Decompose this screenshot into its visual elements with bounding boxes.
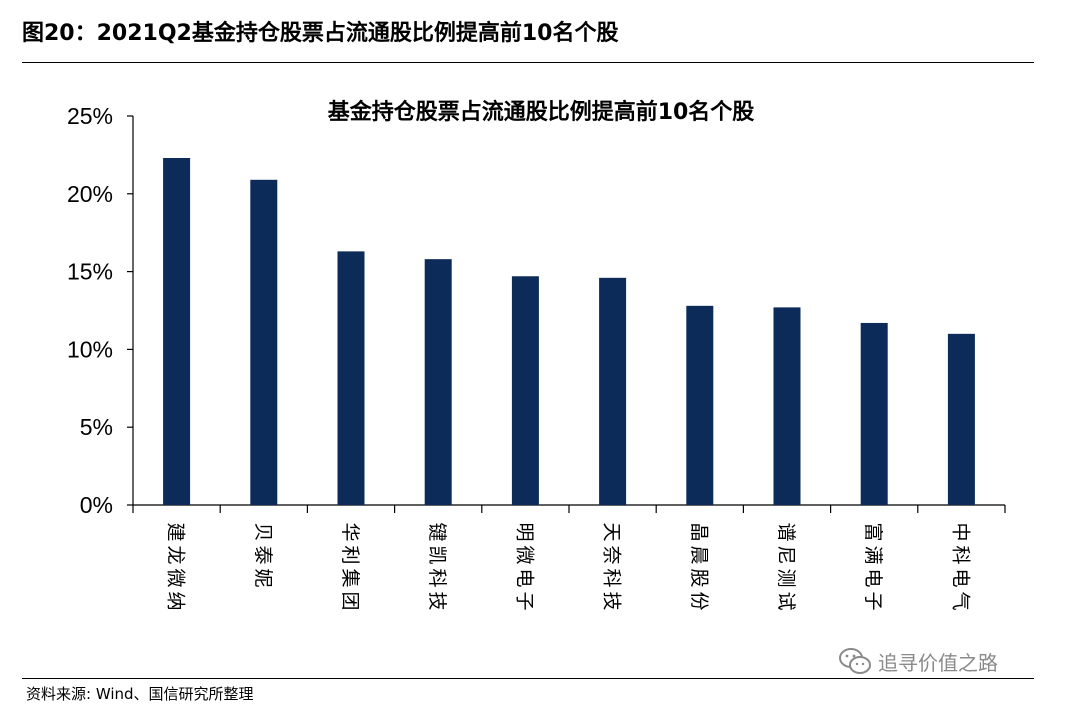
category-label-char: 谱 (775, 522, 797, 541)
bar (337, 251, 365, 505)
y-tick-label: 20% (67, 181, 113, 207)
category-label-char: 技 (426, 591, 448, 610)
category-label-char: 满 (862, 545, 884, 564)
category-label-char: 凯 (426, 545, 448, 564)
category-label-char: 明 (513, 522, 535, 541)
category-label-char: 份 (688, 591, 710, 610)
bar (860, 322, 888, 505)
category-label-char: 龙 (165, 545, 187, 564)
wechat-icon (839, 648, 871, 674)
category-label-char: 子 (862, 591, 884, 610)
bar (250, 179, 278, 505)
category-label-char: 测 (775, 568, 797, 587)
category-label-char: 科 (601, 568, 623, 587)
category-label-char: 微 (513, 545, 535, 564)
category-label-char: 尼 (775, 545, 797, 564)
source-note: 资料来源: Wind、国信研究所整理 (26, 685, 254, 703)
watermark-text: 追寻价值之路 (878, 650, 998, 675)
category-label-char: 微 (165, 568, 187, 587)
bar (424, 259, 452, 505)
footer-rule (22, 678, 1034, 679)
y-tick-label: 5% (80, 414, 113, 440)
category-label-char: 华 (339, 522, 361, 541)
bar (163, 158, 191, 505)
bar (686, 305, 714, 505)
bar (511, 276, 539, 505)
figure-header: 图20：2021Q2基金持仓股票占流通股比例提高前10名个股 (22, 21, 619, 46)
bar (773, 307, 801, 505)
category-label-char: 富 (862, 522, 884, 541)
category-label-char: 键 (426, 522, 448, 541)
category-label-char: 试 (775, 591, 797, 610)
category-label-char: 电 (949, 568, 971, 587)
category-label-char: 贝 (252, 522, 274, 541)
bar (599, 277, 627, 505)
category-label-char: 集 (339, 568, 361, 587)
category-label-char: 电 (513, 568, 535, 587)
chart-title: 基金持仓股票占流通股比例提高前10名个股 (328, 99, 755, 125)
category-label-char: 科 (949, 545, 971, 564)
category-label-char: 纳 (165, 591, 187, 610)
category-label-char: 中 (949, 522, 971, 541)
category-label-char: 子 (513, 591, 535, 610)
bar (947, 333, 975, 505)
category-label-char: 电 (862, 568, 884, 587)
category-label-char: 晶 (688, 522, 710, 541)
watermark: 追寻价值之路 (838, 644, 998, 678)
category-label-char: 晨 (688, 545, 710, 564)
category-label-char: 气 (949, 591, 971, 610)
plot-area: 0%5%10%15%20%25%建龙微纳贝泰妮华利集团键凯科技明微电子天奈科技晶… (67, 103, 1006, 611)
category-label-char: 科 (426, 568, 448, 587)
category-label-char: 奈 (601, 545, 623, 564)
category-label-char: 泰 (252, 545, 274, 564)
y-tick-label: 15% (67, 259, 113, 285)
y-tick-label: 0% (80, 492, 113, 518)
category-label-char: 利 (339, 545, 361, 564)
category-label-char: 建 (165, 522, 187, 541)
category-label-char: 团 (339, 591, 361, 610)
header-rule (22, 62, 1034, 63)
category-label-char: 技 (601, 591, 623, 610)
y-tick-label: 25% (67, 103, 113, 129)
category-label-char: 股 (688, 568, 710, 587)
category-label-char: 天 (601, 522, 623, 541)
category-label-char: 妮 (252, 568, 274, 587)
y-tick-label: 10% (67, 336, 113, 362)
